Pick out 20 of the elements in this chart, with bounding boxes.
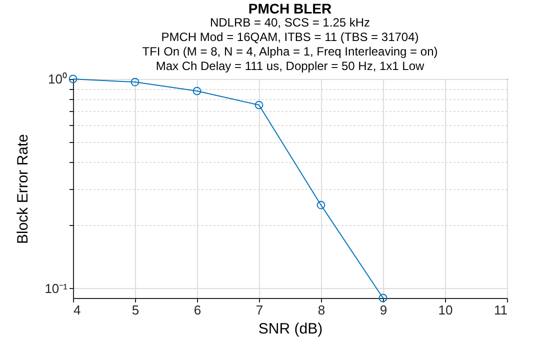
x-tick-label: 10 — [438, 302, 453, 318]
point — [316, 200, 326, 210]
point — [254, 100, 264, 110]
x-tick-label: 11 — [494, 302, 508, 318]
y-axis-title: Block Error Rate — [14, 134, 32, 244]
y-tick-label: 10⁰ — [48, 72, 68, 86]
x-tick-label: 8 — [318, 302, 326, 318]
x-tick-label: 6 — [194, 302, 202, 318]
point — [68, 74, 78, 84]
chart-subtitle: NDLRB = 40, SCS = 1.25 kHz PMCH Mod = 16QAM, ITBS = 11 (TBS = 31704) TFI On (M = 8, N = 4, Alpha = 1, Freq Interleaving = on) Max Ch Delay = 111 us, Doppler = 50 Hz, 1x1 Low — [142, 16, 438, 73]
x-axis-title: SNR (dB) — [258, 320, 323, 337]
x-tick-label: 9 — [380, 302, 388, 318]
chart-title: PMCH BLER — [248, 0, 332, 16]
y-tick-label: 10⁻¹ — [44, 280, 68, 296]
x-tick-label: 4 — [74, 302, 81, 318]
point — [192, 86, 202, 96]
point — [378, 294, 388, 302]
point — [130, 78, 140, 86]
x-tick-label: 7 — [256, 302, 264, 318]
x-tick-label: 5 — [132, 302, 140, 318]
